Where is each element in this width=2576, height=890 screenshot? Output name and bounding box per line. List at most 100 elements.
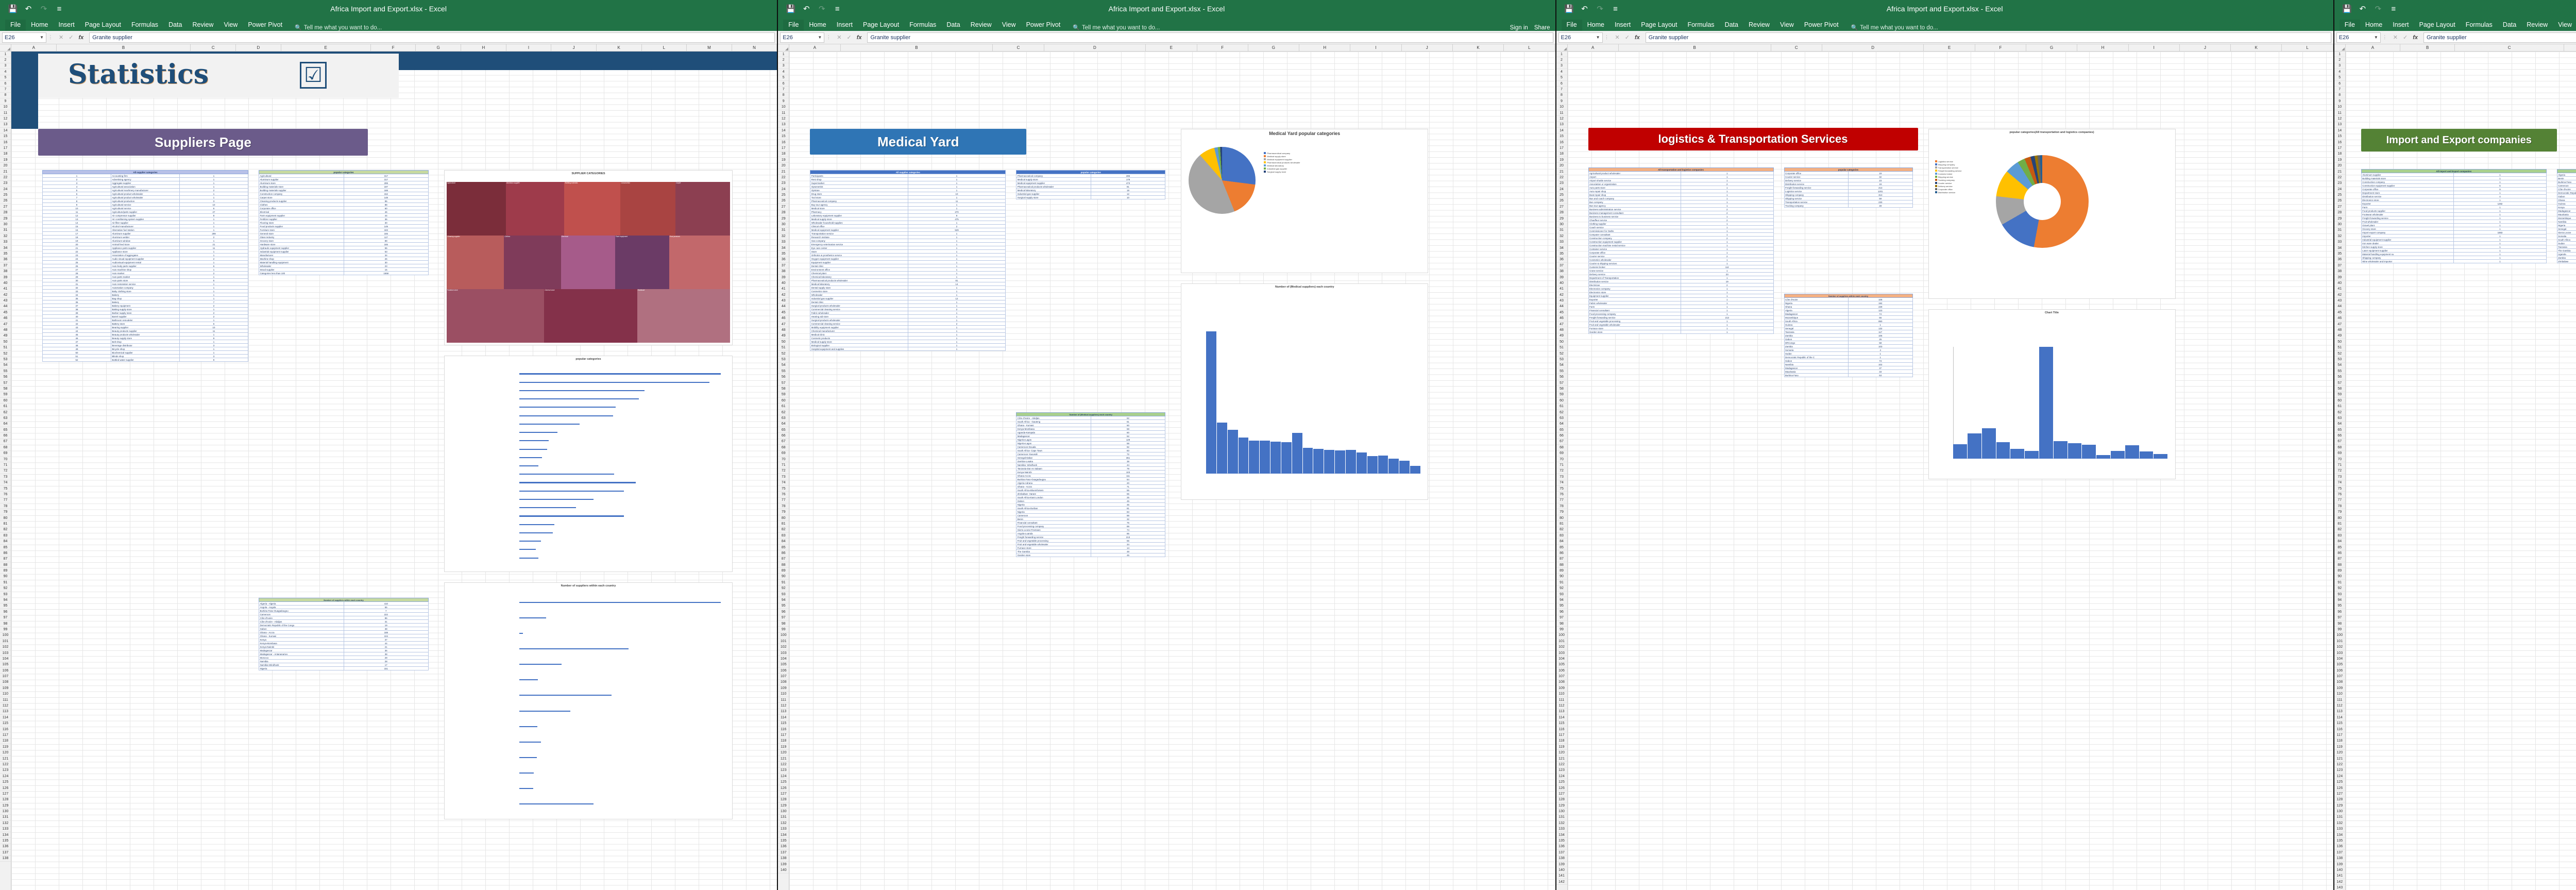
table-row[interactable]: Ghana - Kumasi 104 — [259, 634, 429, 639]
table-medical-all-categories[interactable]: All supplier categories Participants 1 Res… — [810, 170, 1006, 351]
row-header-61[interactable]: 61 — [0, 404, 11, 410]
row-header-79[interactable]: 79 — [0, 509, 11, 515]
enter-icon[interactable]: ✓ — [846, 35, 852, 41]
row-header-47[interactable]: 47 — [2334, 322, 2345, 328]
column-A[interactable]: A — [1568, 44, 1619, 51]
name-box-4[interactable]: E26 ▼ — [2336, 32, 2381, 43]
table-row[interactable]: Container service 1 — [1588, 247, 1774, 251]
row-header-56[interactable]: 56 — [0, 374, 11, 380]
table-row[interactable]: Fabric wholesaler 1 — [810, 311, 1006, 315]
row-header-23[interactable]: 23 — [778, 181, 789, 187]
table-row[interactable]: Computer consultant 1 — [1588, 232, 1774, 237]
table-row[interactable]: Clinical office 2 — [810, 224, 1006, 229]
row-header-139[interactable]: 139 — [2334, 862, 2345, 868]
row-header-35[interactable]: 35 — [2334, 251, 2345, 257]
row-header-73[interactable]: 73 — [2334, 474, 2345, 480]
undo-icon[interactable]: ↶ — [2359, 4, 2366, 13]
row-header-113[interactable]: 113 — [778, 709, 789, 715]
row-header-135[interactable]: 135 — [778, 838, 789, 844]
row-header-78[interactable]: 78 — [778, 503, 789, 510]
row-header-117[interactable]: 117 — [0, 732, 11, 738]
row-header-118[interactable]: 118 — [1556, 738, 1567, 745]
column-E[interactable]: E — [1924, 44, 1975, 51]
row-header-106[interactable]: 106 — [778, 668, 789, 674]
row-header-119[interactable]: 119 — [2334, 744, 2345, 750]
row-header-27[interactable]: 27 — [1556, 204, 1567, 210]
row-header-19[interactable]: 19 — [0, 157, 11, 163]
row-header-80[interactable]: 80 — [1556, 515, 1567, 522]
table-row[interactable]: Delivery service 23 — [1588, 272, 1774, 277]
table-row[interactable]: Nigeria 45 — [1016, 502, 1166, 507]
table-row[interactable]: Côte d'Ivoire114 — [2556, 187, 2576, 192]
row-header-12[interactable]: 12 — [2334, 116, 2345, 122]
insert-function-icon[interactable]: fx — [2413, 34, 2418, 41]
table-row[interactable]: Industrial gas supplier 12 — [810, 296, 1006, 301]
row-header-57[interactable]: 57 — [1556, 380, 1567, 387]
table-row[interactable]: Airport 1 — [1588, 175, 1774, 179]
row-header-10[interactable]: 10 — [0, 105, 11, 110]
row-header-24[interactable]: 24 — [778, 187, 789, 193]
row-header-102[interactable]: 102 — [1556, 644, 1567, 650]
table-row[interactable]: Cosmetic products 1 — [810, 336, 1006, 341]
row-header-23[interactable]: 23 — [1556, 181, 1567, 187]
table-row[interactable]: Cameroon122 — [2556, 183, 2576, 188]
row-header-44[interactable]: 44 — [0, 304, 11, 310]
chart-logistics-bar[interactable]: Chart Title — [1928, 309, 2176, 479]
table-row[interactable]: Construction machine rental service 1 — [1588, 243, 1774, 248]
row-header-79[interactable]: 79 — [1556, 509, 1567, 515]
column-N[interactable]: N — [732, 44, 777, 51]
table-suppliers-by-country[interactable]: Number of suppliers within each country … — [259, 597, 429, 671]
table-row[interactable]: Surgical products wholesaler 1 — [810, 318, 1006, 323]
row-header-136[interactable]: 136 — [1556, 844, 1567, 850]
row-header-64[interactable]: 64 — [2334, 422, 2345, 427]
table-row[interactable]: Bus company 1 — [1588, 200, 1774, 205]
row-header-68[interactable]: 68 — [778, 445, 789, 451]
row-header-52[interactable]: 52 — [2334, 351, 2345, 357]
row-header-7[interactable]: 7 — [2334, 87, 2345, 93]
row-header-89[interactable]: 89 — [0, 568, 11, 574]
name-box-2[interactable]: E26 ▼ — [780, 32, 825, 43]
row-header-6[interactable]: 6 — [0, 81, 11, 87]
table-row[interactable]: 44 Beauty products supplier 11 — [42, 329, 248, 333]
formula-input-3[interactable]: Granite supplier — [1645, 32, 2331, 43]
ribbon-tab-power-pivot[interactable]: Power Pivot — [1026, 21, 1061, 28]
row-header-39[interactable]: 39 — [0, 275, 11, 281]
row-header-13[interactable]: 13 — [2334, 122, 2345, 128]
row-header-91[interactable]: 91 — [2334, 580, 2345, 586]
table-row[interactable]: Business administration service 2 — [1588, 207, 1774, 212]
ribbon-tab-power-pivot[interactable]: Power Pivot — [248, 21, 283, 28]
row-header-42[interactable]: 42 — [1556, 292, 1567, 298]
row-header-49[interactable]: 49 — [778, 333, 789, 340]
table-row[interactable]: Emergency veterinarian service 1 — [810, 242, 1006, 247]
row-header-2[interactable]: 2 — [778, 57, 789, 63]
name-box[interactable]: E26 ▼ — [2, 32, 46, 43]
table-row[interactable]: Dental clinic 1 — [810, 300, 1006, 305]
formula-input[interactable]: Granite supplier — [89, 32, 775, 43]
row-header-58[interactable]: 58 — [778, 386, 789, 392]
row-header-15[interactable]: 15 — [2334, 133, 2345, 140]
table-row[interactable]: 22 Appliance store 1 — [42, 249, 248, 254]
table-row[interactable]: Fertilizer supplier 36 — [259, 217, 429, 222]
row-header-134[interactable]: 134 — [0, 832, 11, 838]
table-row[interactable]: 31 Auto restoration service 1 — [42, 282, 248, 287]
table-row[interactable]: General store 165 — [259, 231, 429, 236]
row-header-133[interactable]: 133 — [0, 827, 11, 832]
table-row[interactable]: Construction company 152 — [259, 192, 429, 196]
row-header-73[interactable]: 73 — [1556, 474, 1567, 480]
chart-medical-popular-pie[interactable]: Medical Yard popular categories Pharmace… — [1181, 129, 1429, 273]
row-header-86[interactable]: 86 — [2334, 550, 2345, 557]
redo-icon[interactable]: ↷ — [2375, 4, 2382, 13]
row-header-115[interactable]: 115 — [2334, 721, 2345, 727]
table-row[interactable]: Kenya115 — [2556, 205, 2576, 210]
row-header-28[interactable]: 28 — [2334, 210, 2345, 216]
table-row[interactable]: Buy tour agency 1 — [810, 203, 1006, 207]
row-header-10[interactable]: 10 — [778, 105, 789, 110]
table-row[interactable]: Coach service 1 — [1588, 225, 1774, 230]
row-header-101[interactable]: 101 — [2334, 639, 2345, 645]
table-row[interactable]: Burkina Faso54 — [2556, 180, 2576, 184]
column-L[interactable]: L — [1504, 44, 1555, 51]
row-header-119[interactable]: 119 — [778, 744, 789, 750]
row-header-40[interactable]: 40 — [778, 280, 789, 287]
row-header-63[interactable]: 63 — [1556, 415, 1567, 422]
formula-bar-handle[interactable]: ⋮ — [826, 35, 831, 40]
